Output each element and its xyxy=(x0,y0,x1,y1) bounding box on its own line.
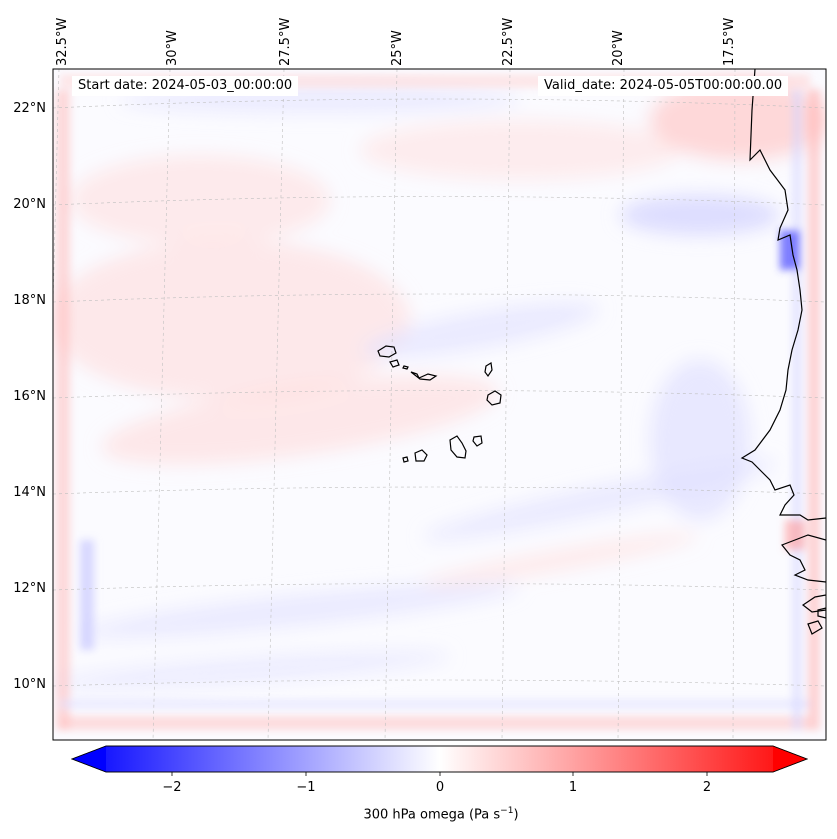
lat-label-18n: 18°N xyxy=(13,293,46,308)
colorbar-label-end: ) xyxy=(513,807,519,823)
lon-label-25w: 25°W xyxy=(390,30,405,66)
lat-label-20n: 20°N xyxy=(13,197,46,212)
santiago-island xyxy=(449,435,467,459)
sao-nicolau-island xyxy=(410,371,438,381)
lon-label-30w: 30°W xyxy=(165,30,180,66)
lat-label-14n: 14°N xyxy=(13,485,46,500)
start-date-label: Start date: 2024-05-03_00:00:00 xyxy=(72,76,299,96)
graticule xyxy=(53,69,826,740)
colorbar-label-exponent: −1 xyxy=(500,806,514,816)
colorbar-label: 300 hPa omega (Pa s−1) xyxy=(0,806,837,822)
colorbar: −2 −1 0 1 2 xyxy=(70,745,809,795)
guinea-bissau-coast xyxy=(801,594,826,613)
boa-vista-island xyxy=(486,390,502,406)
cabo-verde-islands xyxy=(377,345,502,463)
senegal-gambia-coast xyxy=(781,534,826,583)
santa-luzia-island xyxy=(402,365,409,370)
latitude-labels: 22°N 20°N 18°N 16°N 14°N 12°N 10°N xyxy=(13,101,46,692)
lon-label-32-5w: 32.5°W xyxy=(55,18,70,66)
valid-date-label: Valid_date: 2024-05-05T00:00:00.00 xyxy=(538,76,789,96)
omega-field xyxy=(53,74,826,730)
lon-label-27-5w: 27.5°W xyxy=(278,18,293,66)
sao-vicente-island xyxy=(389,359,400,368)
colorbar-outline xyxy=(70,745,809,773)
lon-label-22-5w: 22.5°W xyxy=(501,18,516,66)
map-frame xyxy=(52,68,827,741)
colorbar-tick-2: 2 xyxy=(703,780,711,795)
colorbar-tick-1: 1 xyxy=(569,780,577,795)
colorbar-tick-0: 0 xyxy=(436,780,444,795)
lat-label-16n: 16°N xyxy=(13,389,46,404)
lat-label-10n: 10°N xyxy=(13,677,46,692)
lat-label-12n: 12°N xyxy=(13,581,46,596)
brava-island xyxy=(402,456,409,463)
bijagos-islands xyxy=(807,607,826,635)
santo-antao-island xyxy=(377,345,397,358)
africa-coastline xyxy=(740,69,826,521)
longitude-labels: 32.5°W 30°W 27.5°W 25°W 22.5°W 20°W 17.5… xyxy=(55,18,737,66)
colorbar-body xyxy=(70,745,809,773)
colorbar-low-extend xyxy=(72,746,106,772)
lon-label-17-5w: 17.5°W xyxy=(722,18,737,66)
lon-label-20w: 20°W xyxy=(611,30,626,66)
colorbar-tick-minus-2: −2 xyxy=(162,780,181,795)
sal-island xyxy=(484,362,493,378)
fogo-island xyxy=(414,449,428,462)
colorbar-tick-minus-1: −1 xyxy=(296,780,315,795)
maio-island xyxy=(472,435,483,447)
coastline xyxy=(740,69,826,635)
colorbar-label-main: 300 hPa omega (Pa s xyxy=(363,807,501,823)
lat-label-22n: 22°N xyxy=(13,101,46,116)
colorbar-high-extend xyxy=(773,746,807,772)
map-panel xyxy=(52,68,827,741)
